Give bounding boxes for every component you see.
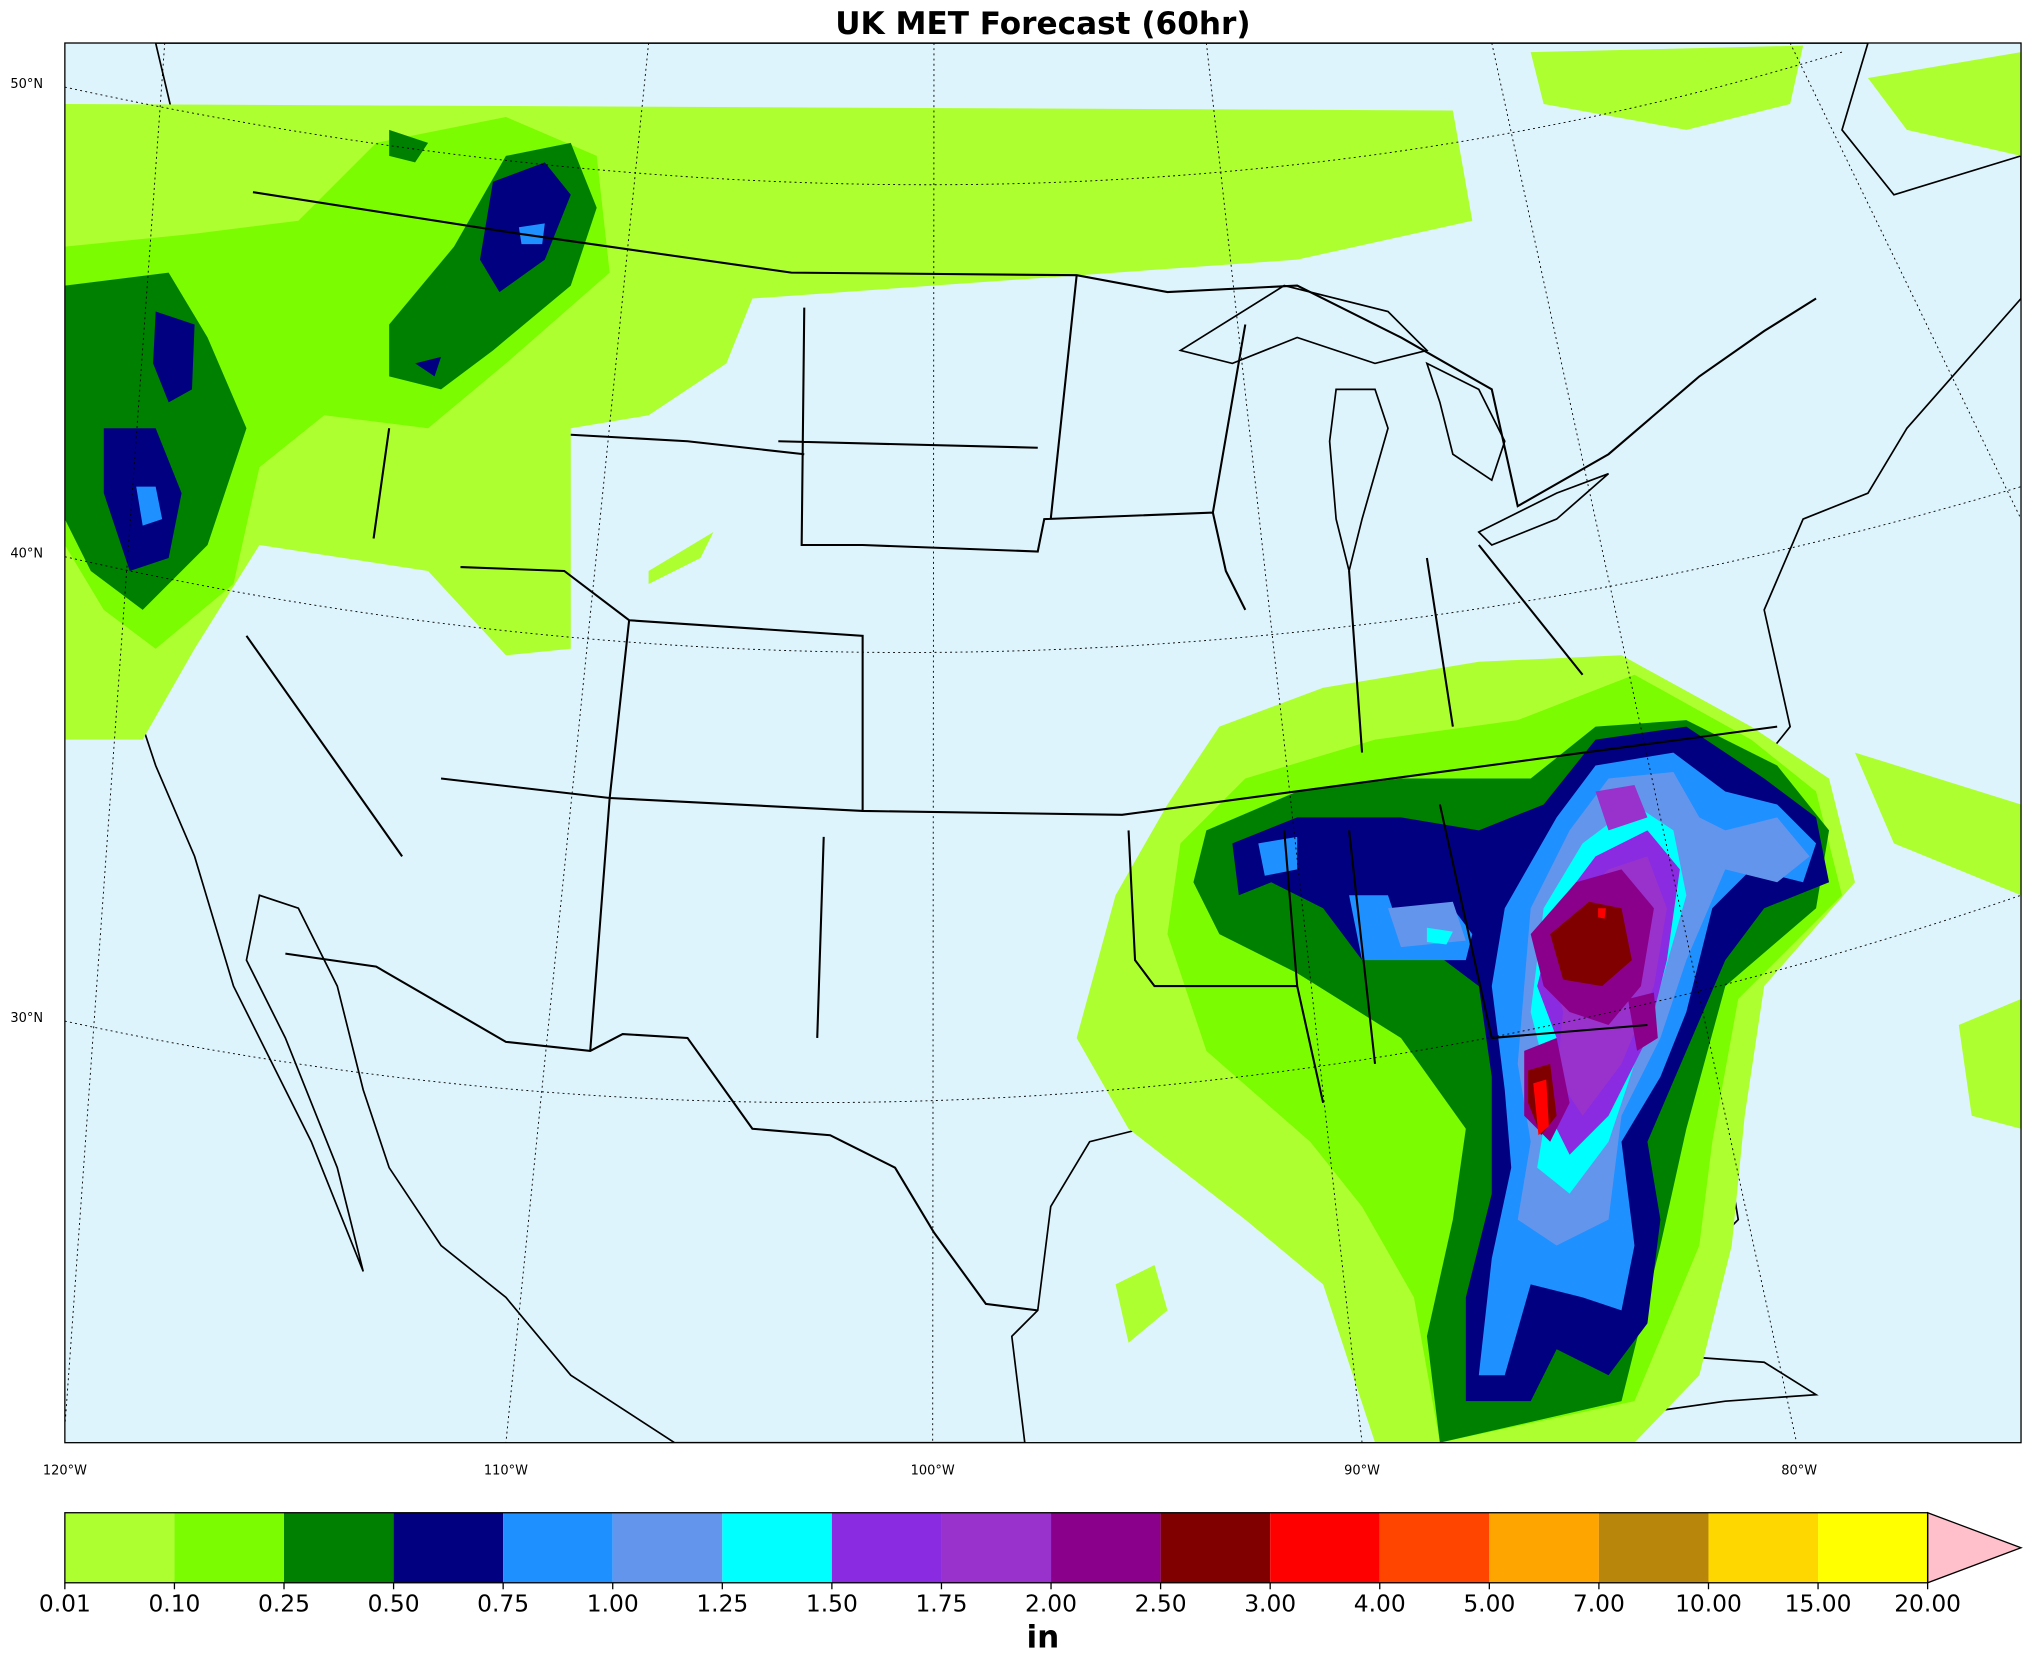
precip-area	[103, 162, 571, 571]
state-border	[245, 275, 1778, 1104]
colorbar-unit: in	[1027, 1620, 1060, 1656]
colorbar-tick-label: 0.10	[148, 1589, 200, 1617]
colorbar-tick-label: 7.00	[1573, 1589, 1625, 1617]
lat-label: 50°N	[10, 77, 43, 92]
colorbar-segment	[941, 1512, 1052, 1583]
lon-label: 100°W	[911, 1464, 955, 1479]
land	[122, 43, 2022, 1443]
colorbar-tick-label: 2.00	[1025, 1589, 1077, 1617]
colorbar-segment	[1598, 1512, 1709, 1583]
map	[64, 43, 2022, 1443]
colorbar-tick-label: 5.00	[1463, 1589, 1515, 1617]
colorbar-tick-label: 10.00	[1675, 1589, 1742, 1617]
colorbar-tick-label: 0.01	[39, 1589, 91, 1617]
lon-label: 90°W	[1344, 1464, 1380, 1479]
colorbar-segment	[1379, 1512, 1490, 1583]
precip-area	[1528, 901, 1632, 1136]
graticule	[64, 43, 2022, 1443]
colorbar-tick-label: 15.00	[1785, 1589, 1852, 1617]
colorbar-segment	[174, 1512, 285, 1583]
colorbar-tick-label: 0.25	[258, 1589, 310, 1617]
colorbar-tick-label: 1.50	[806, 1589, 858, 1617]
lat-label: 40°N	[10, 547, 43, 562]
colorbar-extension	[1926, 1511, 2023, 1584]
colorbar-tick-label: 0.75	[477, 1589, 529, 1617]
colorbar-tick-label: 1.00	[587, 1589, 639, 1617]
colorbar-segment	[64, 1512, 175, 1583]
colorbar-segment	[284, 1512, 394, 1583]
colorbar-tick-label: 3.00	[1244, 1589, 1296, 1617]
colorbar-segment	[503, 1512, 613, 1583]
colorbar-segment	[1270, 1512, 1380, 1583]
colorbar-tick-label: 1.25	[696, 1589, 748, 1617]
colorbar-tick-label: 1.75	[915, 1589, 967, 1617]
lon-label: 120°W	[43, 1464, 87, 1479]
colorbar-tick-label: 2.50	[1135, 1589, 1187, 1617]
map-frame	[64, 42, 2022, 1444]
lon-label: 80°W	[1781, 1464, 1817, 1479]
colorbar-segment	[1708, 1512, 1819, 1583]
colorbar-segment	[1818, 1512, 1928, 1583]
country-border	[252, 191, 1817, 1312]
colorbar-segment	[722, 1512, 832, 1583]
colorbar-tick-label: 20.00	[1894, 1589, 1961, 1617]
lat-label: 30°N	[10, 1011, 43, 1026]
colorbar-segment	[393, 1512, 504, 1583]
map-title: UK MET Forecast (60hr)	[835, 6, 1250, 42]
precip-area	[64, 129, 597, 610]
colorbar-segment	[1051, 1512, 1161, 1583]
precip-area	[1533, 908, 1606, 1136]
colorbar-tick-label: 0.50	[368, 1589, 420, 1617]
great-lakes	[1178, 284, 1610, 572]
colorbar-segment	[831, 1512, 942, 1583]
colorbar-frame	[64, 1512, 1929, 1584]
colorbar-tick-label: 4.00	[1354, 1589, 1406, 1617]
colorbar-segment	[612, 1512, 723, 1583]
colorbar-segment	[1160, 1512, 1271, 1583]
lon-label: 110°W	[484, 1464, 528, 1479]
colorbar-segment	[1489, 1512, 1599, 1583]
